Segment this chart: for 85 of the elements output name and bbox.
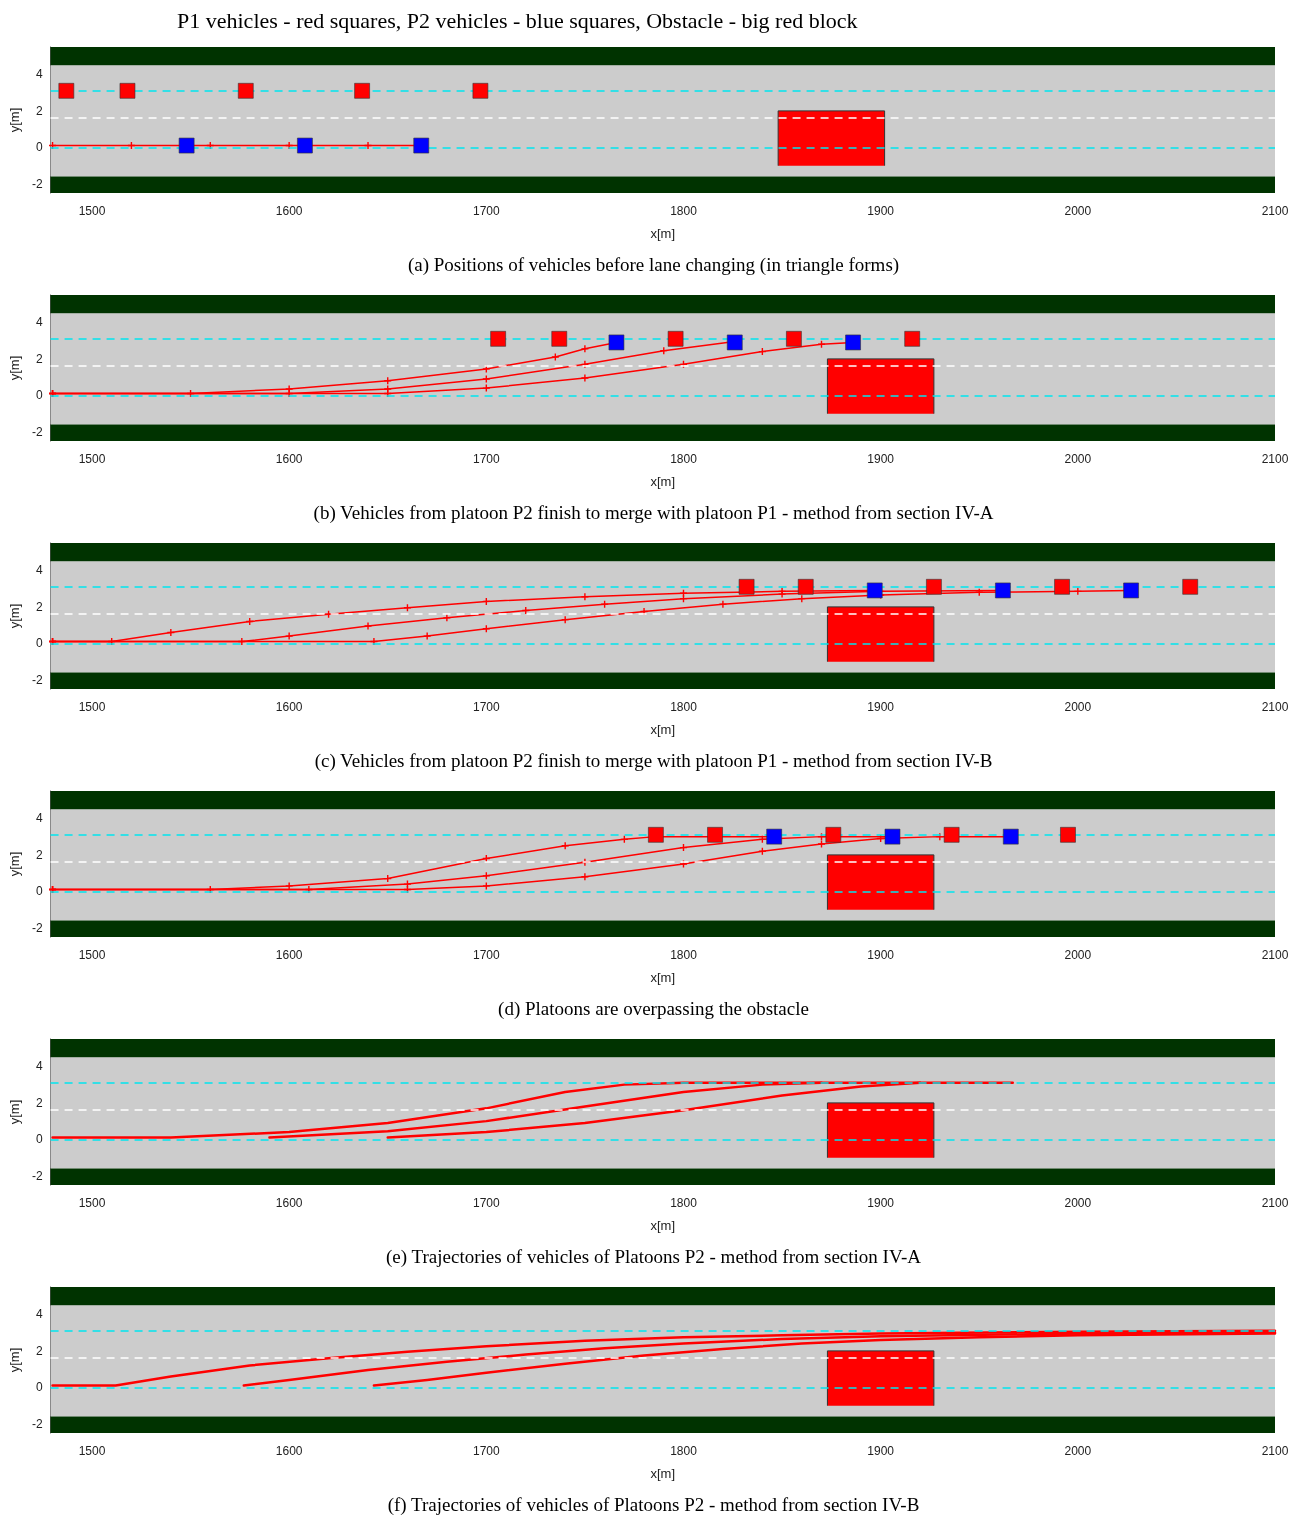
x-tick-label: 1600 [275,1196,303,1210]
x-tick-label: 2000 [1064,452,1092,466]
x-tick-label: 1700 [472,700,500,714]
x-tick-label: 1700 [472,1196,500,1210]
text: (d) Platoons are overpassing the obstacle [498,998,809,1020]
y-tick-label: 4 [35,315,43,330]
text: (a) Positions of vehicles before lane changing (in triangle forms) [407,254,900,276]
x-tick-label: 1900 [867,1196,895,1210]
x-tick-label: 1800 [670,1444,698,1458]
x-tick-label: 1600 [275,948,303,962]
x-tick-label: 2000 [1064,948,1092,962]
x-axis-title: x[m] [650,1466,676,1481]
x-tick-label: 1700 [472,1444,500,1458]
x-tick-label: 1800 [670,204,698,218]
text: (e) Trajectories of vehicles of Platoons P2 - method from section IV-A [386,1246,922,1268]
y-axis-title: y[m] [7,1099,22,1125]
y-tick-label: -2 [31,1168,43,1183]
x-tick-label: 1600 [275,1444,303,1458]
x-axis-title: x[m] [650,474,676,489]
x-tick-label: 1800 [670,1196,698,1210]
x-axis-title: x[m] [650,1218,676,1233]
y-tick-label: -2 [31,424,43,439]
y-tick-label: 4 [35,1307,43,1322]
y-tick-label: 2 [35,351,43,366]
x-tick-label: 2100 [1261,1444,1289,1458]
x-tick-label: 1500 [78,948,106,962]
y-tick-label: 2 [35,1343,43,1358]
y-tick-label: -2 [31,176,43,191]
x-tick-label: 2000 [1064,1444,1092,1458]
y-tick-label: 0 [35,884,43,899]
x-tick-label: 1700 [472,948,500,962]
x-tick-label: 1500 [78,700,106,714]
y-tick-label: 4 [35,811,43,826]
y-tick-label: 4 [35,563,43,578]
x-tick-label: 1500 [78,452,106,466]
y-tick-label: -2 [31,1416,43,1431]
x-tick-label: 1900 [867,452,895,466]
text: (f) Trajectories of vehicles of Platoons P2 - method from section IV-B [387,1494,920,1515]
y-axis-title: y[m] [7,851,22,877]
x-tick-label: 1700 [472,204,500,218]
x-axis-title: x[m] [650,722,676,737]
y-tick-label: 0 [35,140,43,155]
x-tick-label: 1900 [867,204,895,218]
text: (c) Vehicles from platoon P2 finish to merge with platoon P1 - method from section IV-B [314,750,993,772]
x-axis-title: x[m] [650,226,676,241]
x-tick-label: 1900 [867,1444,895,1458]
x-tick-label: 1900 [867,700,895,714]
y-tick-label: 0 [35,388,43,403]
x-tick-label: 2100 [1261,452,1289,466]
x-tick-label: 1600 [275,700,303,714]
x-axis-title: x[m] [650,970,676,985]
x-tick-label: 1600 [275,204,303,218]
chart-title: P1 vehicles - red squares, P2 vehicles - blue squares, Obstacle - big red block [177,7,858,33]
y-tick-label: 2 [35,103,43,118]
x-tick-label: 1500 [78,1444,106,1458]
y-axis-title: y[m] [7,603,22,629]
y-tick-label: -2 [31,672,43,687]
x-tick-label: 2000 [1064,1196,1092,1210]
y-tick-label: 0 [35,636,43,651]
x-tick-label: 1500 [78,1196,106,1210]
y-axis-title: y[m] [7,355,22,381]
y-tick-label: 4 [35,1059,43,1074]
text: (b) Vehicles from platoon P2 finish to merge with platoon P1 - method from section IV-A [313,502,994,524]
x-tick-label: 2100 [1261,948,1289,962]
x-tick-label: 2100 [1261,700,1289,714]
y-tick-label: 0 [35,1132,43,1147]
y-tick-label: 2 [35,1095,43,1110]
x-tick-label: 1800 [670,948,698,962]
y-axis-title: y[m] [7,107,22,133]
y-tick-label: 0 [35,1380,43,1395]
x-tick-label: 2000 [1064,204,1092,218]
y-tick-label: -2 [31,920,43,935]
x-tick-label: 1600 [275,452,303,466]
y-tick-label: 2 [35,847,43,862]
y-axis-title: y[m] [7,1347,22,1373]
x-tick-label: 1800 [670,700,698,714]
y-tick-label: 4 [35,67,43,82]
x-tick-label: 1500 [78,204,106,218]
y-tick-label: 2 [35,599,43,614]
x-tick-label: 1900 [867,948,895,962]
x-tick-label: 2100 [1261,204,1289,218]
x-tick-label: 2100 [1261,1196,1289,1210]
x-tick-label: 1700 [472,452,500,466]
x-tick-label: 2000 [1064,700,1092,714]
x-tick-label: 1800 [670,452,698,466]
